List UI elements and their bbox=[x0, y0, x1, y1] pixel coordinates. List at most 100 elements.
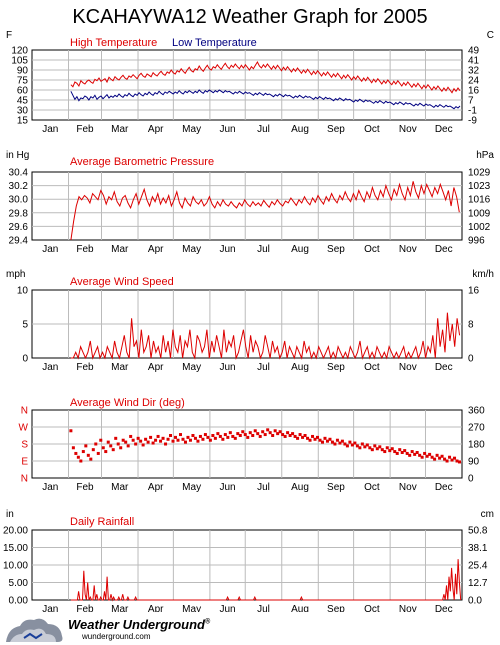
temperature-month-label: Nov bbox=[399, 124, 417, 135]
wind_dir-point bbox=[380, 448, 384, 452]
wind_dir-left-tick-label: S bbox=[21, 440, 28, 451]
wind_dir-point bbox=[286, 431, 290, 435]
wind_dir-point bbox=[378, 445, 382, 449]
wind_dir-point bbox=[188, 438, 192, 442]
wind_dir-point bbox=[395, 451, 399, 455]
wind_dir-month-label: Jun bbox=[219, 482, 235, 493]
wind_dir-point bbox=[330, 440, 334, 444]
wind-right-unit: km/h bbox=[472, 269, 494, 280]
wind-left-tick-label: 5 bbox=[22, 320, 28, 331]
rain-left-tick-label: 15.00 bbox=[3, 543, 28, 554]
wind-month-label: May bbox=[182, 362, 201, 373]
wind_dir-point bbox=[251, 434, 255, 437]
wind_dir-point bbox=[183, 440, 187, 444]
pressure-left-tick-label: 29.6 bbox=[9, 222, 29, 233]
wind_dir-point bbox=[233, 436, 237, 440]
brand-url: wunderground.com bbox=[82, 632, 151, 641]
wind_dir-point bbox=[243, 433, 247, 437]
wind_dir-point bbox=[288, 434, 292, 437]
temperature-month-label: Dec bbox=[435, 124, 453, 135]
wind_dir-point bbox=[99, 438, 103, 442]
temperature-series-name: High Temperature bbox=[70, 37, 157, 49]
wind_dir-point bbox=[415, 451, 419, 454]
temperature-month-label: Aug bbox=[291, 124, 309, 135]
wind_dir-point bbox=[218, 434, 222, 438]
page-title: KCAHAYWA12 Weather Graph for 2005 bbox=[72, 6, 428, 28]
temperature-month-label: Oct bbox=[364, 124, 380, 135]
wind_dir-right-tick-label: 0 bbox=[468, 474, 474, 485]
pressure-right-tick-label: 1016 bbox=[468, 195, 491, 206]
wind_dir-point bbox=[174, 435, 178, 439]
temperature-right-tick-label: -1 bbox=[468, 106, 477, 117]
wind_dir-point bbox=[363, 445, 367, 449]
wind_dir-point bbox=[149, 435, 153, 439]
wind_dir-point bbox=[296, 436, 300, 440]
brand-trademark: ® bbox=[205, 618, 211, 626]
wind_dir-point bbox=[438, 456, 442, 460]
wind_dir-point bbox=[223, 433, 227, 437]
pressure-left-tick-label: 30.2 bbox=[9, 181, 29, 192]
rain-month-label: Aug bbox=[291, 604, 309, 612]
wind_dir-point bbox=[433, 457, 437, 461]
wind_dir-point bbox=[71, 446, 75, 450]
wind_dir-point bbox=[111, 448, 115, 452]
pressure-left-tick-label: 30.0 bbox=[9, 195, 29, 206]
rain-right-unit: cm bbox=[481, 509, 494, 520]
pressure-month-label: Apr bbox=[148, 244, 164, 255]
wind-right-tick-label: 16 bbox=[468, 286, 480, 297]
wind_dir-point bbox=[340, 439, 344, 443]
temperature-right-tick-label: 16 bbox=[468, 86, 480, 97]
wind_dir-point bbox=[159, 439, 163, 443]
temperature-month-label: Mar bbox=[111, 124, 129, 135]
wind_dir-point bbox=[453, 456, 457, 460]
wind_dir-point bbox=[418, 453, 422, 457]
wind_dir-point bbox=[221, 437, 225, 441]
wind_dir-right-tick-label: 180 bbox=[468, 440, 485, 451]
wind_dir-point bbox=[313, 437, 317, 441]
wind_dir-point bbox=[206, 435, 210, 439]
temperature-month-label: Apr bbox=[148, 124, 164, 135]
wind_dir-point bbox=[201, 437, 205, 441]
wind_dir-month-label: Dec bbox=[435, 482, 453, 493]
wind_dir-right-tick-label: 270 bbox=[468, 423, 485, 434]
wind_dir-point bbox=[124, 440, 128, 444]
wind_dir-point bbox=[74, 451, 78, 455]
wind-month-label: Feb bbox=[76, 362, 94, 373]
wind_dir-point bbox=[139, 439, 143, 443]
wind_dir-point bbox=[333, 442, 337, 446]
pressure-right-unit: hPa bbox=[476, 150, 494, 161]
wind_dir-point bbox=[311, 434, 315, 438]
pressure-right-tick-label: 1029 bbox=[468, 168, 491, 179]
temperature-month-label: Jul bbox=[257, 124, 270, 135]
wind_dir-point bbox=[425, 454, 429, 458]
wind_dir-point bbox=[178, 433, 182, 437]
pressure-month-label: Dec bbox=[435, 244, 453, 255]
wind_dir-month-label: Sep bbox=[327, 482, 345, 493]
temperature-month-label: Jun bbox=[219, 124, 235, 135]
wind_dir-point bbox=[161, 436, 165, 440]
wind_dir-point bbox=[405, 451, 409, 455]
wind_dir-point bbox=[104, 450, 108, 454]
wind_dir-point bbox=[281, 433, 285, 437]
wind_dir-point bbox=[293, 434, 297, 438]
pressure-month-label: Sep bbox=[327, 244, 345, 255]
wind_dir-right-tick-label: 360 bbox=[468, 406, 485, 417]
wind_dir-point bbox=[388, 449, 392, 453]
wind_dir-point bbox=[134, 442, 138, 446]
wind_dir-point bbox=[96, 451, 100, 455]
wind_dir-point bbox=[383, 450, 387, 454]
wind_dir-point bbox=[430, 455, 434, 459]
temperature-series-line bbox=[70, 60, 461, 94]
temperature-right-tick-label: 49 bbox=[468, 46, 480, 57]
wind_dir-point bbox=[303, 434, 307, 437]
wind-month-label: Jan bbox=[42, 362, 58, 373]
wind_dir-point bbox=[151, 441, 155, 445]
rain-series-name: Daily Rainfall bbox=[70, 516, 134, 528]
wind_dir-point bbox=[370, 448, 374, 452]
pressure-month-label: Oct bbox=[364, 244, 380, 255]
pressure-right-tick-label: 996 bbox=[468, 236, 485, 247]
wind_dir-point bbox=[325, 439, 329, 443]
wind-month-label: Mar bbox=[111, 362, 129, 373]
wind_dir-point bbox=[440, 454, 444, 458]
pressure-left-tick-label: 29.8 bbox=[9, 208, 29, 219]
